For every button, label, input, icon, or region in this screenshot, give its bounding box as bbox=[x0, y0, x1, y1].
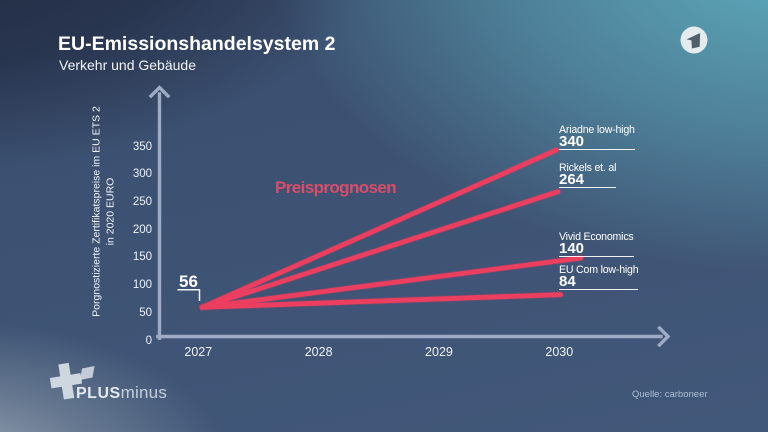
forecast-line bbox=[199, 147, 559, 310]
page-subtitle: Verkehr und Gebäude bbox=[59, 57, 196, 73]
y-axis-arrowhead bbox=[148, 85, 171, 99]
y-tick-label: 50 bbox=[139, 306, 152, 319]
page-title: EU-Emissionshandelsystem 2 bbox=[58, 33, 336, 55]
series-value: 140 bbox=[559, 240, 585, 258]
axes bbox=[148, 85, 671, 348]
y-tick-label: 0 bbox=[145, 334, 152, 347]
x-tick-label: 2029 bbox=[425, 345, 453, 359]
program-logo-text: PLUSminus bbox=[76, 383, 167, 403]
y-tick-label: 250 bbox=[132, 196, 152, 208]
forecast-lines bbox=[198, 146, 585, 311]
ard-one-glyph bbox=[686, 33, 701, 49]
series-label: Rickels et. al 264 bbox=[559, 163, 616, 188]
x-tick-label: 2028 bbox=[304, 345, 333, 359]
series-value: 264 bbox=[559, 171, 585, 189]
series-value: 340 bbox=[559, 133, 585, 151]
ard-logo-icon bbox=[680, 26, 708, 54]
series-label: Ariadne low-high 340 bbox=[559, 123, 635, 151]
forecast-line bbox=[199, 189, 561, 310]
chart-title: Preisprognosen bbox=[275, 178, 397, 197]
series-name: EU Com low-high bbox=[559, 263, 639, 276]
x-axis-arrowhead bbox=[657, 325, 671, 348]
minus-diamond-shape bbox=[80, 366, 95, 380]
y-tick-label: 300 bbox=[132, 168, 152, 181]
plusminus-logo-icon bbox=[49, 362, 95, 400]
x-tick-label: 2030 bbox=[545, 345, 574, 359]
series-value: 84 bbox=[559, 273, 576, 291]
y-tick-label: 350 bbox=[132, 140, 152, 153]
source-label: Quelle: carboneer bbox=[632, 389, 708, 400]
forecast-line bbox=[199, 255, 584, 310]
program-logo-plus: PLUS bbox=[76, 385, 121, 402]
y-tick-label: 150 bbox=[132, 251, 152, 264]
series-label: Vivid Economics 140 bbox=[559, 232, 634, 257]
x-tick-label: 2027 bbox=[184, 345, 213, 359]
plus-cross-shape bbox=[49, 362, 83, 400]
series-name: Vivid Economics bbox=[559, 230, 634, 243]
series-label: EU Com low-high 84 bbox=[559, 263, 639, 291]
forecast-line bbox=[199, 292, 563, 310]
start-label-connector bbox=[177, 289, 201, 301]
series-name: Rickels et. al bbox=[559, 161, 617, 174]
series-name: Ariadne low-high bbox=[559, 123, 635, 136]
start-value-label: 56 bbox=[179, 271, 198, 291]
y-tick-label: 200 bbox=[132, 223, 152, 236]
program-logo-minus: minus bbox=[120, 383, 168, 402]
y-tick-label: 100 bbox=[132, 279, 152, 292]
